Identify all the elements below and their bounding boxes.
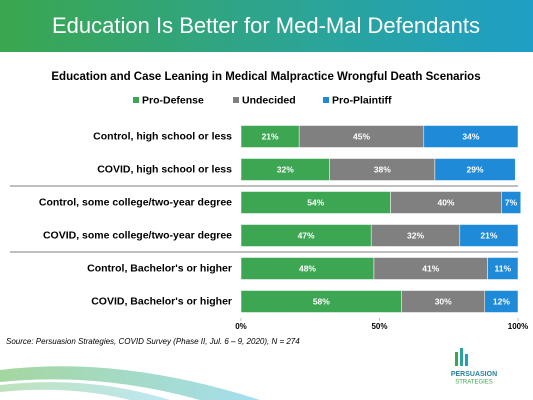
logo: PERSUASION STRATEGIES [451, 348, 497, 386]
value-label: 40% [437, 197, 454, 207]
decoration [0, 366, 260, 400]
category-label: Control, some college/two-year degree [39, 196, 232, 208]
value-label: 54% [307, 197, 324, 207]
category-label: Control, Bachelor's or higher [87, 262, 232, 274]
bar-segment [501, 191, 522, 214]
category-label: COVID, Bachelor's or higher [91, 295, 232, 307]
logo-mark [455, 352, 458, 366]
decoration [0, 382, 170, 400]
value-label: 45% [353, 131, 370, 141]
value-label: 47% [298, 230, 315, 240]
value-label: 29% [467, 164, 484, 174]
x-tick-label: 100% [508, 322, 528, 331]
chart-title: Education and Case Leaning in Medical Ma… [51, 71, 480, 83]
value-label: 21% [480, 230, 497, 240]
header-band [0, 0, 533, 52]
category-label: Control, high school or less [93, 130, 232, 142]
category-label: COVID, some college/two-year degree [43, 229, 232, 241]
category-label: COVID, high school or less [97, 163, 232, 175]
value-label: 7% [505, 197, 518, 207]
value-label: 58% [313, 296, 330, 306]
source-note: Source: Persuasion Strategies, COVID Sur… [6, 337, 300, 346]
bar-segment [434, 158, 516, 181]
logo-text: STRATEGIES [455, 380, 493, 386]
value-label: 41% [422, 263, 439, 273]
value-label: 32% [407, 230, 424, 240]
value-label: 38% [374, 164, 391, 174]
value-label: 30% [435, 296, 452, 306]
bar-segment [459, 224, 519, 247]
legend-swatch [233, 97, 239, 103]
value-label: 48% [299, 263, 316, 273]
legend-swatch [133, 97, 139, 103]
legend-label: Pro-Plaintiff [332, 94, 392, 106]
bar-segment [487, 257, 519, 280]
logo-mark [465, 354, 468, 366]
logo-mark [460, 348, 463, 366]
logo-text: PERSUASION [451, 371, 497, 378]
bar-segment [484, 290, 519, 313]
value-label: 32% [277, 164, 294, 174]
value-label: 34% [462, 131, 479, 141]
legend-swatch [323, 97, 329, 103]
value-label: 21% [262, 131, 279, 141]
legend-label: Pro-Defense [142, 94, 204, 106]
value-label: 11% [494, 263, 511, 273]
bar-segment [423, 125, 519, 148]
x-tick-label: 0% [235, 322, 247, 331]
slide-title: Education Is Better for Med-Mal Defendan… [52, 13, 480, 38]
x-tick-label: 50% [371, 322, 387, 331]
legend-label: Undecided [242, 94, 296, 106]
value-label: 12% [493, 296, 510, 306]
